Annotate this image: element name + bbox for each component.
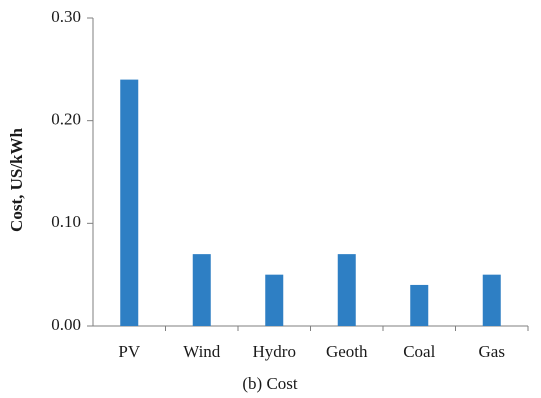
y-axis-title: Cost, US/kWh [7,127,26,231]
plot-area: 0.00 0.10 0.20 0.30 PV Wind Hydro Geoth Coal Gas [51,7,529,361]
x-ticks: PV Wind Hydro Geoth Coal Gas [118,326,529,361]
bar-coal [410,284,429,326]
figure-caption: (b) Cost [242,374,298,393]
x-tick-label: Coal [403,342,435,361]
y-tick-label: 0.00 [51,315,81,334]
bar-pv [120,79,139,326]
bar-hydro [265,274,284,326]
x-tick-label: Geoth [326,342,368,361]
y-tick-label: 0.30 [51,7,81,26]
x-tick-label: Wind [183,342,221,361]
bars [120,79,501,326]
x-tick-label: PV [118,342,140,361]
x-tick-label: Hydro [253,342,296,361]
bar-geoth [337,254,356,326]
y-tick-label: 0.20 [51,110,81,129]
x-tick-label: Gas [479,342,505,361]
y-ticks: 0.00 0.10 0.20 0.30 [51,7,93,334]
y-tick-label: 0.10 [51,212,81,231]
bar-wind [192,254,211,326]
bar-gas [482,274,501,326]
